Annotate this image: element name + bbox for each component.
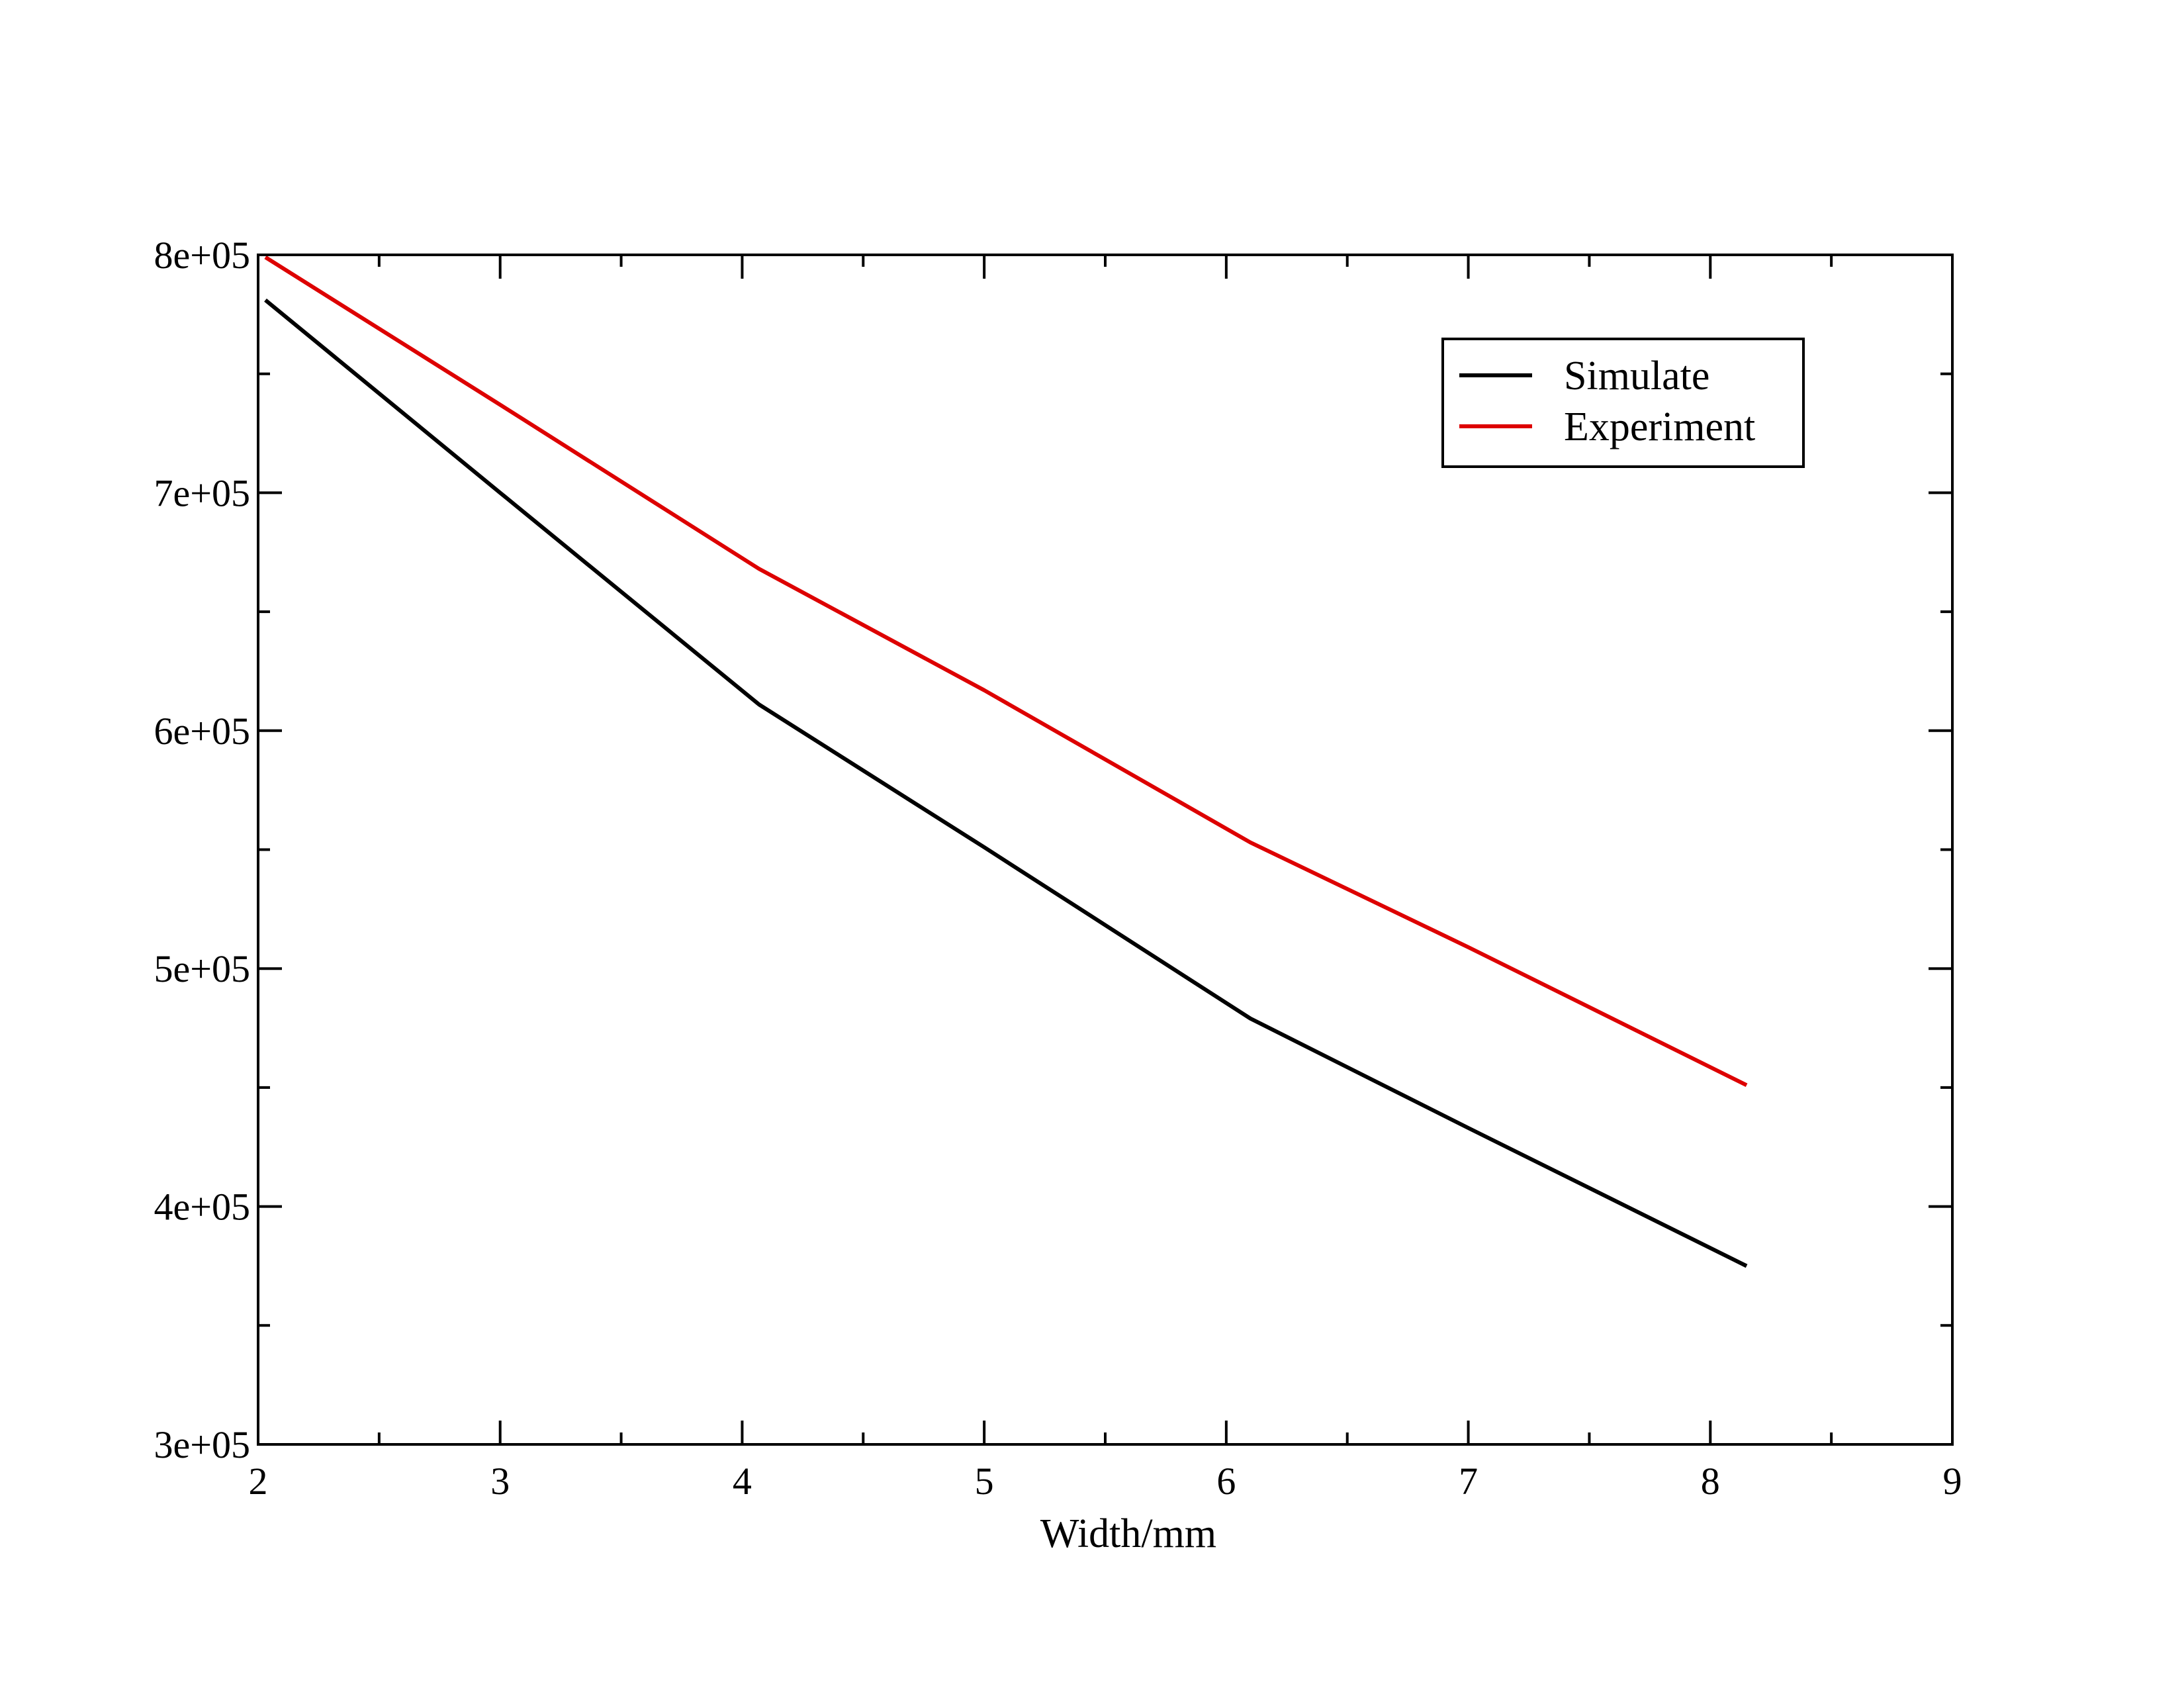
y-axis-ticks: 3e+05 4e+05 5e+05 6e+05 7e+05 8e+05 <box>154 234 1952 1466</box>
y-tick-label: 7e+05 <box>154 471 250 514</box>
y-tick-label: 4e+05 <box>154 1186 250 1229</box>
x-tick-label: 3 <box>490 1460 510 1503</box>
x-tick-label: 4 <box>733 1460 752 1503</box>
x-tick-label: 5 <box>975 1460 994 1503</box>
x-tick-label: 6 <box>1216 1460 1236 1503</box>
series-line-simulate <box>264 298 1748 1268</box>
x-tick-label: 8 <box>1701 1460 1720 1503</box>
x-tick-label: 2 <box>249 1460 268 1503</box>
x-tick-label: 9 <box>1943 1460 1962 1503</box>
plot-frame <box>257 254 1954 1446</box>
legend-label-experiment: Experiment <box>1564 404 1755 449</box>
x-axis-ticks: 2 3 4 5 6 7 8 9 <box>249 255 1962 1503</box>
series-lines <box>264 256 1748 1268</box>
y-tick-label: 8e+05 <box>154 234 250 277</box>
y-tick-label: 3e+05 <box>154 1423 250 1466</box>
x-axis-label: Width/mm <box>1040 1511 1216 1556</box>
series-line-experiment <box>264 256 1748 1087</box>
x-tick-label: 7 <box>1459 1460 1478 1503</box>
legend-box <box>1441 338 1805 468</box>
legend-label-simulate: Simulate <box>1564 353 1709 399</box>
y-tick-label: 6e+05 <box>154 710 250 753</box>
legend: Simulate Experiment <box>1441 338 1805 468</box>
y-tick-label: 5e+05 <box>154 947 250 990</box>
